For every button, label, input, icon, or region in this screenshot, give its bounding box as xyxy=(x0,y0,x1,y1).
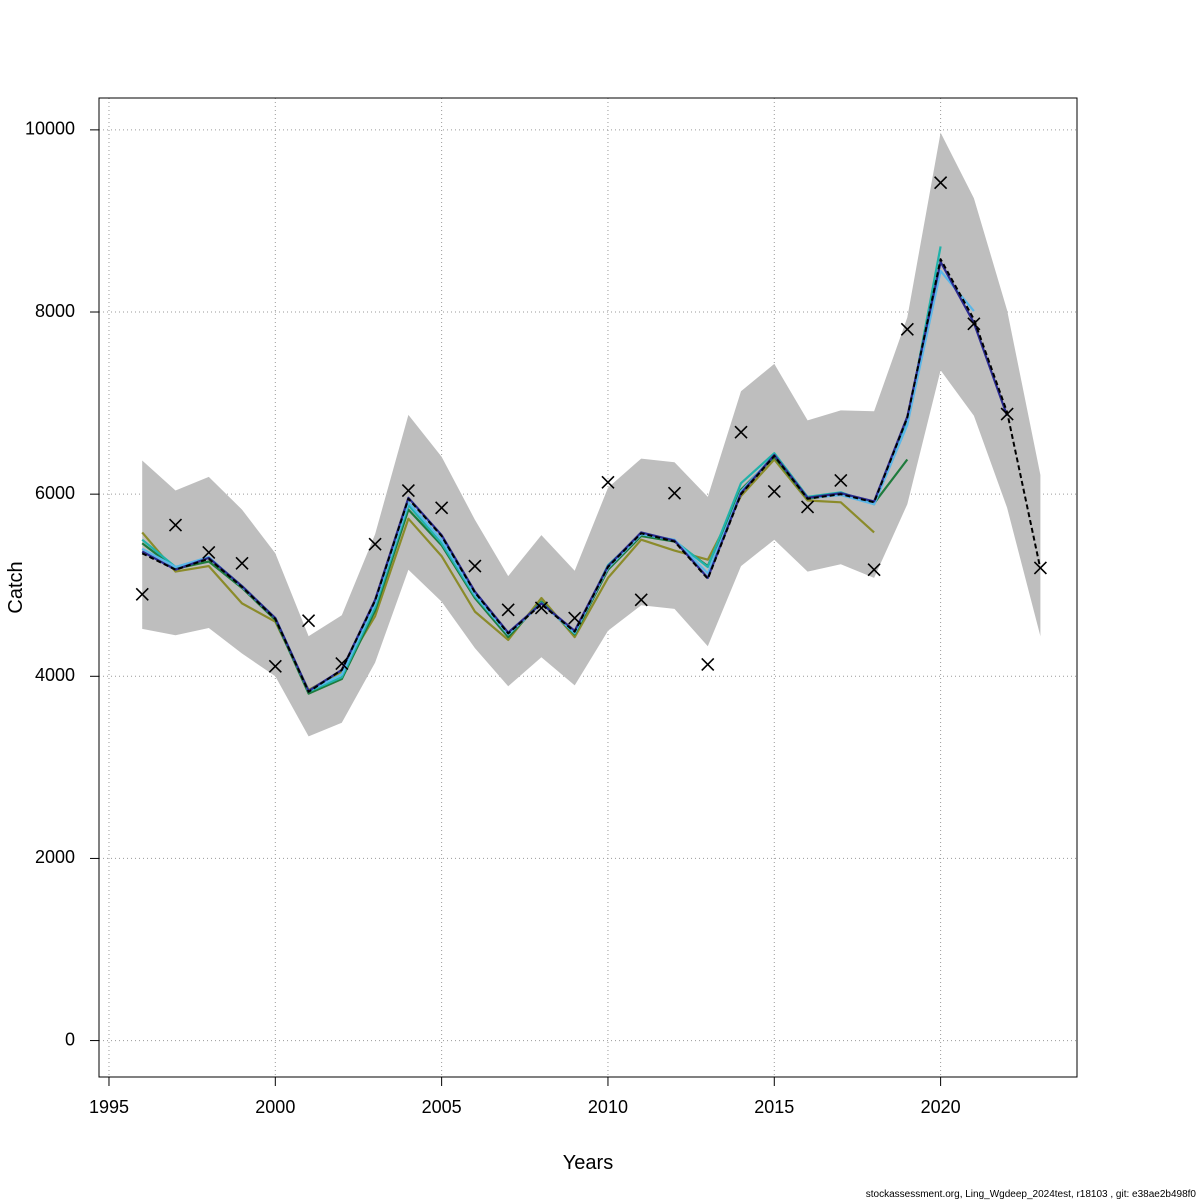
observed-point-stroke xyxy=(701,657,715,672)
observed-point xyxy=(1000,407,1014,421)
gridlines xyxy=(99,98,1077,1077)
x-tick-label: 2005 xyxy=(422,1097,462,1117)
observed-point xyxy=(701,657,715,672)
observed-point-stroke xyxy=(800,500,815,514)
x-tick-label: 1995 xyxy=(89,1097,129,1117)
x-tick-label: 2020 xyxy=(921,1097,961,1117)
observed-point-stroke xyxy=(534,601,548,615)
observed-point-stroke xyxy=(568,611,582,625)
series-line-6 xyxy=(141,258,1042,693)
y-tick-label: 4000 xyxy=(35,665,75,685)
axes: 1995 2000 2005 2010 2015 2020 0 2000 4000 6000 800… xyxy=(25,119,961,1117)
observed-point xyxy=(767,484,781,498)
observed-point xyxy=(302,614,316,628)
observed-point xyxy=(501,603,515,617)
observed-point-stroke xyxy=(401,483,415,498)
x-tick-label: 2010 xyxy=(588,1097,628,1117)
observed-point xyxy=(168,518,183,532)
observed-point-stroke xyxy=(834,473,848,488)
observed-point xyxy=(601,475,615,489)
confidence-band-area xyxy=(142,132,1041,737)
observed-point xyxy=(368,537,382,551)
observed-point xyxy=(667,486,682,500)
observed-point-stroke xyxy=(302,614,316,628)
observed-point-stroke xyxy=(967,317,981,331)
observed-point-stroke xyxy=(734,425,748,439)
observed-point-stroke xyxy=(335,656,349,671)
observed-point xyxy=(568,611,582,625)
observed-point-stroke xyxy=(501,603,515,617)
observed-point-stroke xyxy=(168,518,183,532)
observed-point xyxy=(235,556,249,570)
observed-point-stroke xyxy=(934,176,948,190)
observed-point-stroke xyxy=(601,475,615,489)
x-axis-title: Years xyxy=(563,1152,613,1174)
observed-point-stroke xyxy=(468,559,482,573)
series-line-1 xyxy=(141,458,875,692)
observed-points xyxy=(135,176,1047,673)
observed-point-stroke xyxy=(1000,407,1014,421)
observed-point xyxy=(967,317,981,331)
series-lines xyxy=(141,246,1042,695)
observed-point xyxy=(634,593,648,607)
observed-point xyxy=(734,425,748,439)
observed-point xyxy=(401,483,415,498)
observed-point xyxy=(534,601,548,615)
y-tick-label: 8000 xyxy=(35,301,75,321)
observed-point-stroke xyxy=(900,322,914,336)
observed-point-stroke xyxy=(435,501,449,515)
observed-point xyxy=(834,473,848,488)
y-tick-label: 2000 xyxy=(35,847,75,867)
y-axis-title: Catch xyxy=(5,561,27,613)
observed-point-stroke xyxy=(767,484,781,498)
observed-point-stroke xyxy=(634,593,648,607)
y-tick-label: 10000 xyxy=(25,119,75,139)
observed-point xyxy=(468,559,482,573)
x-tick-label: 2015 xyxy=(754,1097,794,1117)
x-tick-label: 2000 xyxy=(255,1097,295,1117)
observed-point xyxy=(135,587,149,601)
observed-point xyxy=(867,563,881,577)
footer-note: stockassessment.org, Ling_Wgdeep_2024tes… xyxy=(866,1189,1197,1200)
observed-point-stroke xyxy=(202,545,216,560)
observed-point-stroke xyxy=(135,587,149,601)
observed-point-stroke xyxy=(235,556,249,570)
confidence-band xyxy=(142,132,1041,737)
observed-point xyxy=(900,322,914,336)
observed-point xyxy=(435,501,449,515)
y-tick-label: 0 xyxy=(65,1029,75,1049)
observed-point-stroke xyxy=(667,486,682,500)
observed-point-stroke xyxy=(268,659,282,673)
observed-point-stroke xyxy=(368,537,382,551)
observed-point-stroke xyxy=(1033,561,1047,575)
y-tick-label: 6000 xyxy=(35,483,75,503)
observed-point xyxy=(934,176,948,190)
observed-point xyxy=(202,545,216,560)
observed-point xyxy=(268,659,282,673)
observed-point xyxy=(800,500,815,514)
observed-point-stroke xyxy=(867,563,881,577)
observed-point xyxy=(1033,561,1047,575)
observed-point xyxy=(335,656,349,671)
